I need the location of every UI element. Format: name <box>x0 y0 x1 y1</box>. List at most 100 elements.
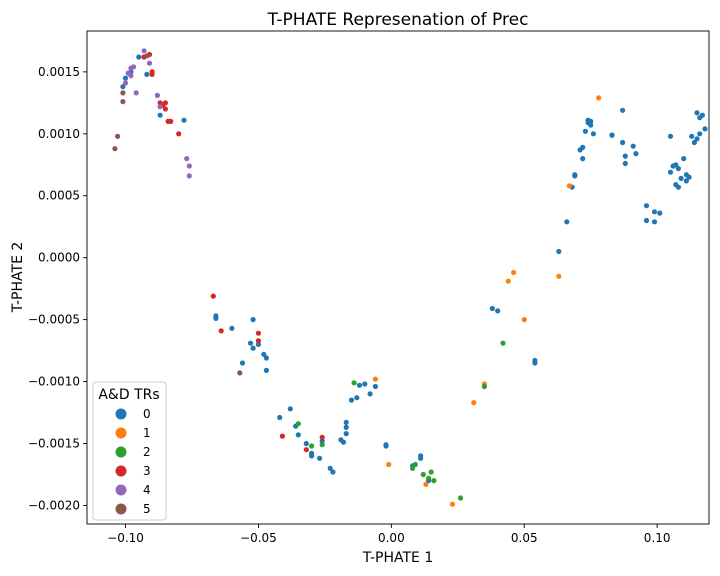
data-point <box>556 248 562 255</box>
data-point <box>697 131 703 137</box>
data-point <box>651 219 658 225</box>
data-point <box>295 432 301 438</box>
data-point <box>309 453 315 459</box>
data-point <box>186 163 192 169</box>
legend-label: 3 <box>143 464 151 478</box>
data-point <box>471 400 477 406</box>
data-point <box>505 278 511 284</box>
data-point <box>426 475 432 481</box>
data-point <box>643 203 650 209</box>
data-point <box>596 95 602 101</box>
data-point <box>667 169 674 175</box>
data-point <box>168 118 174 124</box>
data-point <box>622 160 628 167</box>
data-point <box>210 293 216 299</box>
data-point <box>383 443 389 449</box>
y-tick-label: −0.0010 <box>28 375 80 389</box>
data-point <box>343 431 349 437</box>
plot-area <box>112 48 708 507</box>
series-3 <box>141 51 325 453</box>
data-point <box>495 308 501 314</box>
data-point <box>694 136 700 142</box>
data-point <box>184 156 190 162</box>
data-point <box>157 112 163 118</box>
legend-title: A&D TRs <box>98 387 159 403</box>
y-tick-label: 0.0015 <box>38 65 80 79</box>
data-point <box>229 325 235 331</box>
data-point <box>667 133 674 139</box>
data-point <box>691 139 698 146</box>
legend-item-2: 2 <box>115 445 151 459</box>
data-point <box>620 139 626 146</box>
x-tick-label: −0.05 <box>240 531 277 545</box>
data-point <box>112 146 118 152</box>
data-point <box>309 443 315 449</box>
data-point <box>146 60 153 66</box>
data-point <box>186 173 192 179</box>
data-point <box>556 273 562 279</box>
data-point <box>250 317 256 323</box>
data-point <box>255 330 261 336</box>
data-point <box>343 419 349 425</box>
data-point <box>154 92 160 98</box>
data-point <box>372 383 378 390</box>
legend-label: 5 <box>143 502 151 516</box>
data-point <box>588 122 594 128</box>
y-tick-label: −0.0020 <box>28 498 80 512</box>
data-point <box>317 455 323 461</box>
data-point <box>162 100 168 106</box>
legend-label: 2 <box>143 445 151 459</box>
data-point <box>327 465 333 471</box>
data-point <box>348 397 355 403</box>
data-point <box>386 461 392 468</box>
data-point <box>694 110 700 116</box>
data-point <box>351 380 357 386</box>
x-tick-label: 0.10 <box>644 531 671 545</box>
legend-marker <box>115 503 127 515</box>
legend-label: 0 <box>143 407 151 421</box>
data-point <box>657 210 663 216</box>
data-point <box>303 447 309 453</box>
legend-marker <box>115 408 127 420</box>
data-point <box>673 162 679 168</box>
data-point <box>263 355 269 361</box>
data-point <box>702 126 708 132</box>
data-point <box>412 461 418 468</box>
data-point <box>130 64 137 70</box>
legend-label: 1 <box>143 426 151 440</box>
data-point <box>128 73 134 79</box>
data-point <box>354 395 360 401</box>
legend-marker <box>115 465 127 477</box>
data-point <box>449 501 456 507</box>
data-point <box>255 338 261 344</box>
y-tick-label: −0.0015 <box>28 436 80 450</box>
data-point <box>263 367 269 373</box>
legend-label: 4 <box>143 483 151 497</box>
data-point <box>633 151 639 157</box>
data-point <box>675 184 682 190</box>
y-tick-label: −0.0005 <box>28 313 80 327</box>
data-point <box>141 48 147 54</box>
y-tick-label: 0.0000 <box>38 251 80 265</box>
data-point <box>149 71 155 77</box>
legend-marker <box>115 446 127 458</box>
chart-title: T-PHATE Represenation of Prec <box>267 10 529 30</box>
data-point <box>277 414 283 421</box>
y-tick-label: 0.0005 <box>38 189 80 203</box>
y-axis-label: T-PHATE 2 <box>10 242 26 314</box>
data-point <box>181 117 187 123</box>
data-point <box>410 465 416 471</box>
data-point <box>564 219 570 225</box>
legend-frame <box>92 381 167 521</box>
data-point <box>643 217 650 224</box>
data-point <box>144 71 150 77</box>
data-point <box>588 118 594 124</box>
data-point <box>330 469 336 475</box>
series-2 <box>295 340 506 501</box>
x-tick-label: −0.10 <box>107 531 144 545</box>
legend-item-4: 4 <box>115 483 151 497</box>
data-point <box>122 75 129 81</box>
plot-frame <box>86 30 710 525</box>
data-point <box>343 424 349 430</box>
